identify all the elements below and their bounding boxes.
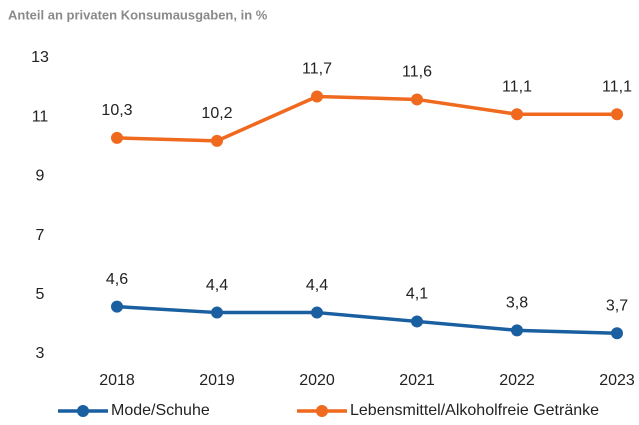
data-label: 4,4 [206,277,228,294]
legend-label: Lebensmittel/Alkoholfreie Getränke [350,402,599,419]
point-marker [411,93,423,106]
point-marker [211,306,223,319]
data-label: 10,3 [101,102,132,119]
x-tick-label: 2018 [99,372,135,389]
point-marker [311,90,323,103]
point-marker [311,306,323,319]
data-label: 3,7 [606,297,628,314]
data-label: 4,6 [106,271,128,288]
data-label: 3,8 [506,295,528,312]
y-tick-label: 13 [31,49,49,66]
data-label: 11,7 [302,61,332,78]
y-tick-label: 3 [36,345,45,362]
x-tick-label: 2023 [599,372,635,389]
point-marker [611,327,623,340]
x-tick-label: 2021 [399,372,435,389]
x-tick-label: 2019 [199,372,235,389]
legend-label: Mode/Schuhe [111,402,210,419]
data-label: 10,2 [201,105,232,122]
y-tick-label: 7 [36,227,45,244]
data-label: 4,4 [306,277,328,294]
point-marker [111,131,123,144]
point-marker [411,315,423,328]
data-label: 11,6 [402,64,432,81]
chart-title: Anteil an privaten Konsumausgaben, in % [8,7,268,22]
data-label: 11,1 [602,78,632,95]
point-marker [611,108,623,121]
data-label: 11,1 [502,78,532,95]
y-tick-label: 9 [36,168,45,185]
x-tick-label: 2020 [299,372,335,389]
data-label: 4,1 [406,286,428,303]
series-line [116,304,618,336]
point-marker [111,300,123,313]
point-marker [211,134,223,147]
point-marker [511,324,523,337]
point-marker [511,108,523,121]
y-tick-label: 11 [32,108,49,125]
series-line [116,94,617,143]
legend-marker [316,405,328,417]
x-tick-label: 2022 [499,372,535,389]
legend-marker [77,405,89,417]
y-tick-label: 5 [36,286,45,303]
